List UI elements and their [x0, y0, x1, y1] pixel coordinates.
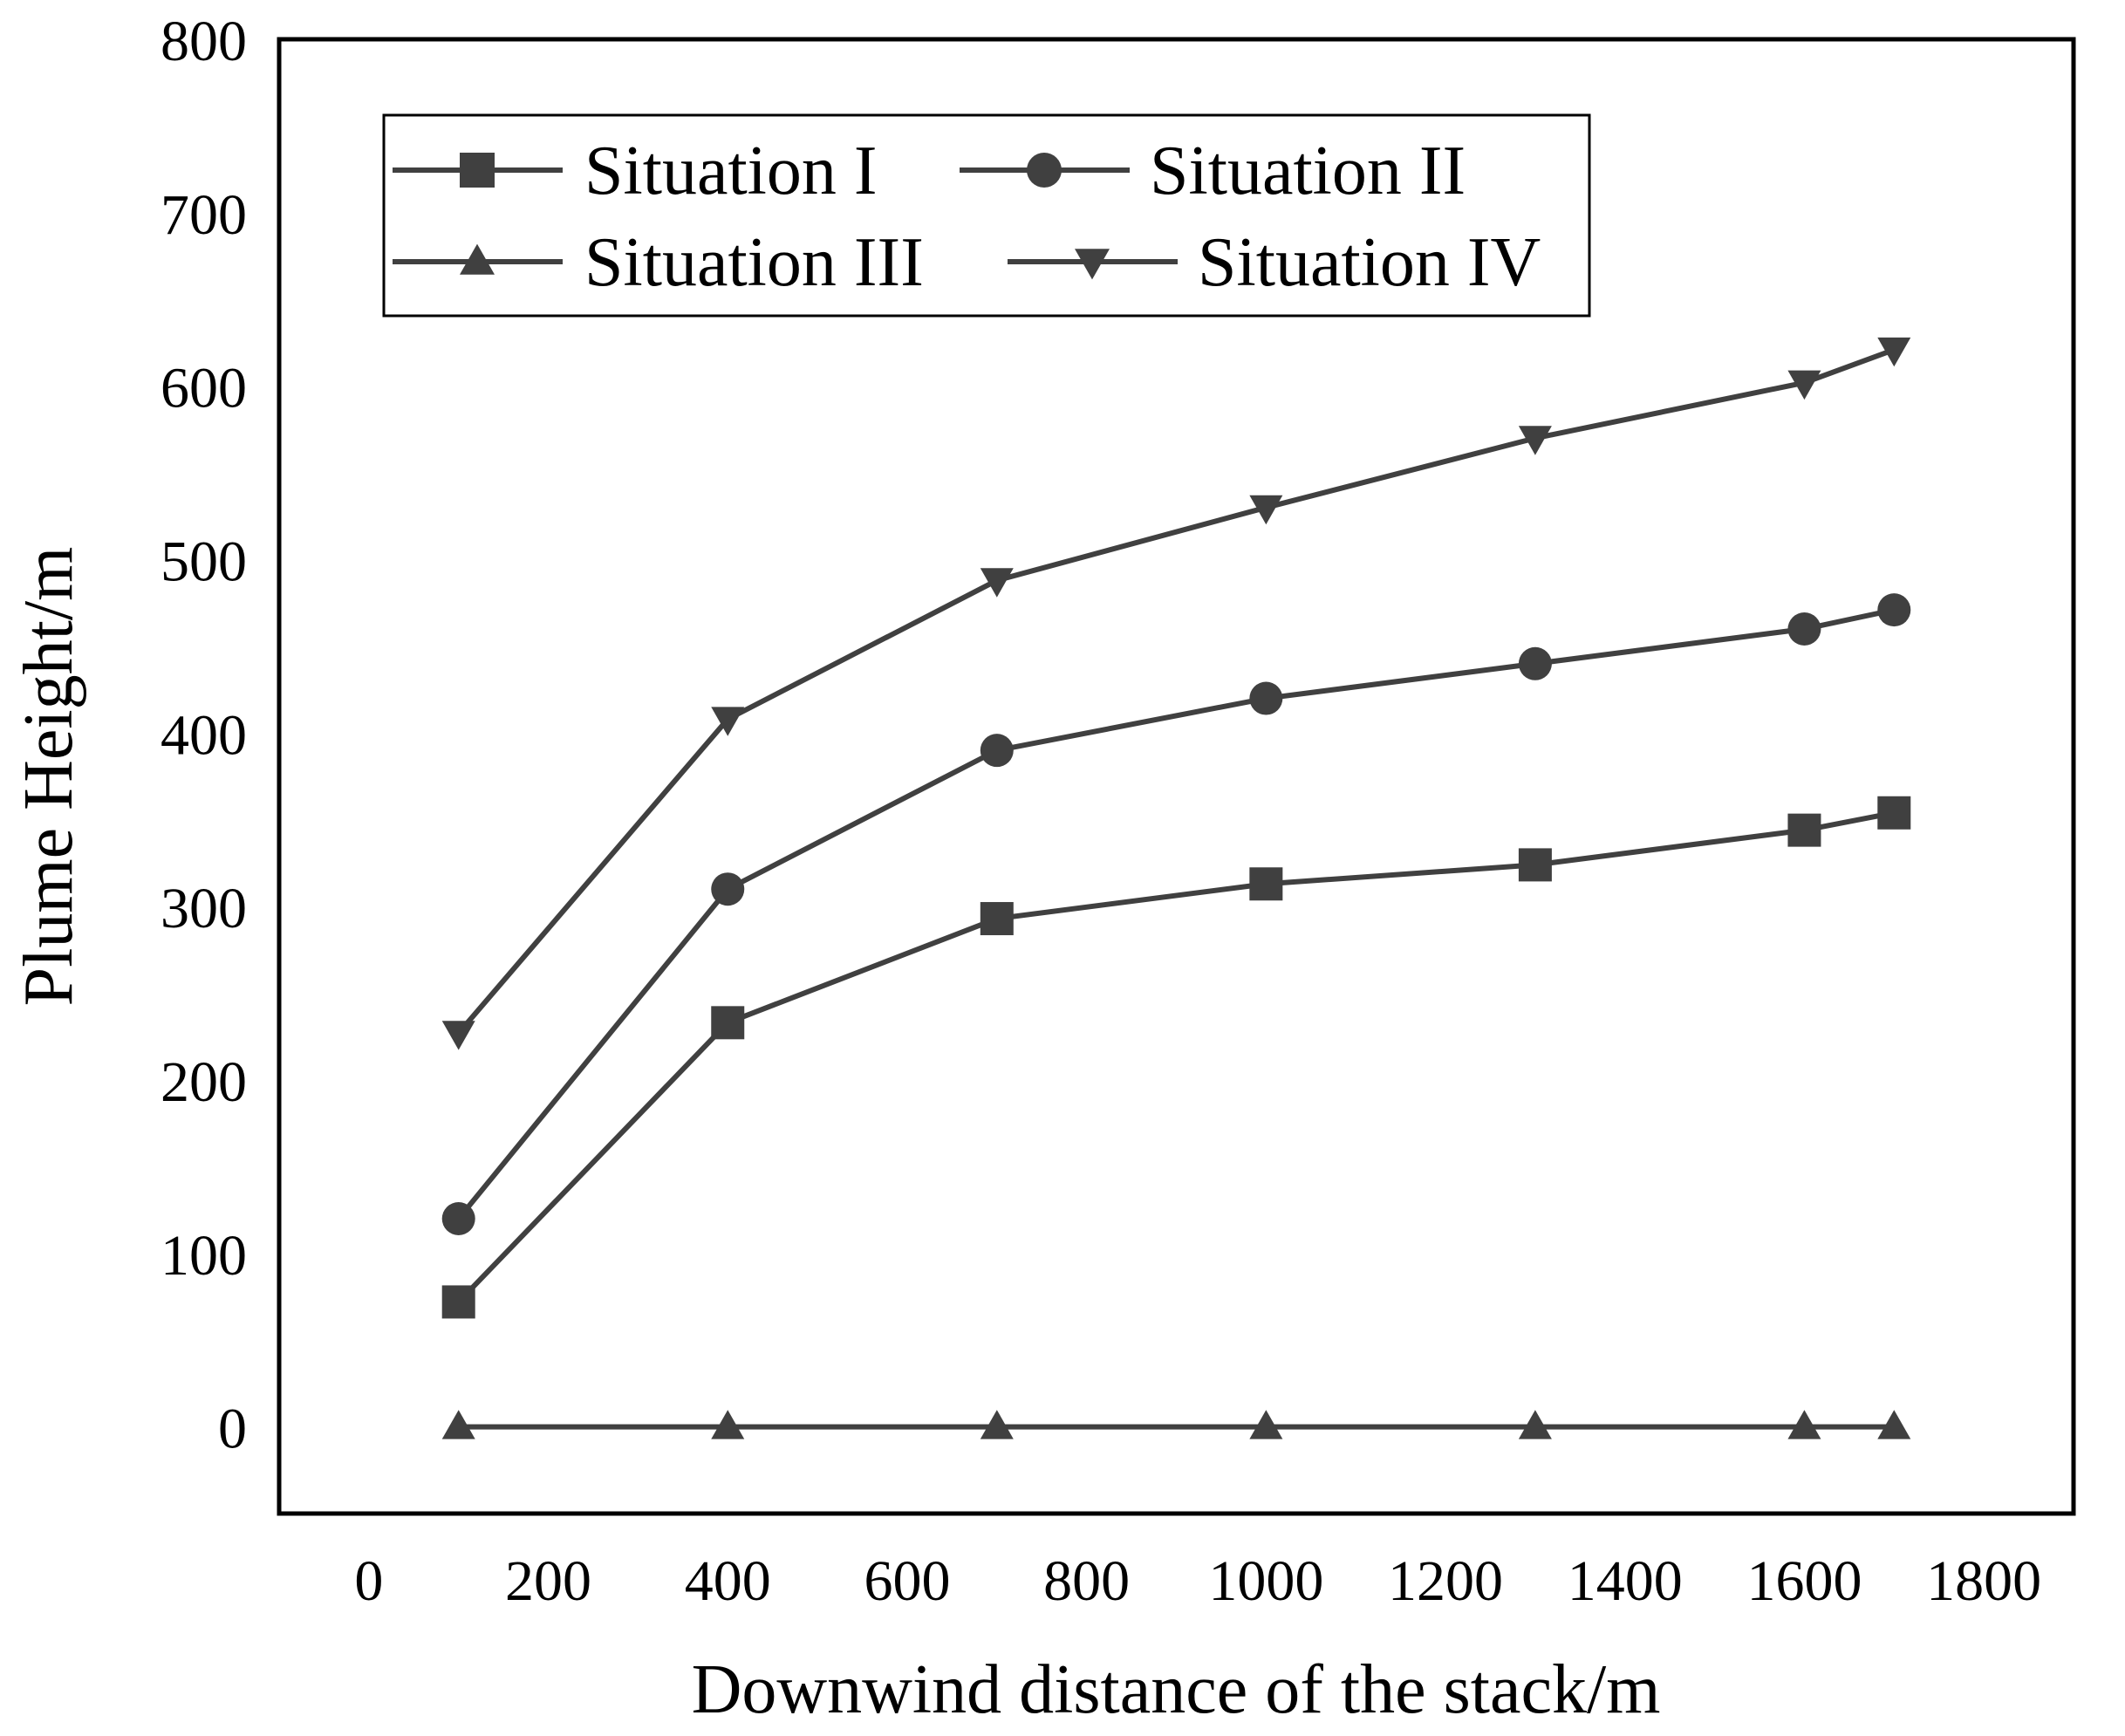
series-3: [441, 1410, 1911, 1439]
data-point: [441, 1202, 475, 1235]
series-line: [456, 347, 1896, 1035]
data-point: [980, 1410, 1014, 1439]
data-point: [1518, 646, 1552, 680]
legend-item: Situation III: [393, 224, 924, 301]
x-tick-label: 1600: [1746, 1549, 1862, 1613]
x-tick-label: 1200: [1388, 1549, 1503, 1613]
data-point: [1787, 612, 1821, 646]
legend-label: Situation III: [584, 224, 924, 301]
data-point: [1249, 1410, 1283, 1439]
data-point: [441, 1410, 475, 1439]
x-axis-label: Downwind distance of the stack/m: [692, 1651, 1661, 1728]
y-tick-label: 700: [161, 183, 247, 247]
data-point: [980, 568, 1014, 598]
series-4: [441, 337, 1911, 1050]
data-point: [441, 1285, 475, 1319]
data-point: [711, 1410, 745, 1439]
x-tick-label: 1000: [1208, 1549, 1323, 1613]
data-point: [1877, 337, 1911, 367]
x-tick-label: 200: [505, 1549, 591, 1613]
data-point: [1249, 681, 1283, 715]
legend-marker: [1075, 249, 1110, 280]
y-tick-label: 500: [161, 530, 247, 593]
data-point: [1787, 813, 1821, 847]
data-point: [711, 707, 745, 736]
legend-label: Situation IV: [1198, 224, 1541, 301]
legend-items: Situation I Situation II Situation III Situ…: [393, 133, 1541, 301]
legend-marker: [460, 153, 495, 188]
series-line: [456, 607, 1895, 1220]
legend-item: Situation I: [393, 133, 878, 209]
legend-marker: [460, 243, 495, 275]
y-tick-label: 800: [161, 10, 247, 73]
data-point: [980, 734, 1014, 768]
x-tick-label: 400: [685, 1549, 771, 1613]
legend-item: Situation II: [960, 133, 1466, 209]
data-point: [1249, 867, 1283, 901]
data-point: [1877, 1410, 1911, 1439]
legend-marker: [1027, 153, 1062, 188]
y-axis-label: Plume Height/m: [10, 547, 87, 1007]
y-tick-label: 400: [161, 703, 247, 767]
series-1: [441, 796, 1911, 1319]
data-point: [1518, 426, 1552, 455]
data-point: [1787, 1410, 1821, 1439]
data-point: [711, 1006, 745, 1040]
legend-label: Situation II: [1150, 133, 1466, 209]
data-point: [980, 902, 1014, 936]
legend-label: Situation I: [584, 133, 878, 209]
y-tick-label: 100: [161, 1224, 247, 1288]
legend-box: [382, 113, 1591, 318]
data-point: [1877, 593, 1911, 627]
data-point: [1877, 796, 1911, 830]
y-tick-label: 600: [161, 357, 247, 420]
y-tick-label: 300: [161, 877, 247, 940]
series-line: [456, 810, 1895, 1304]
data-point: [1518, 848, 1552, 882]
x-tick-label: 600: [864, 1549, 950, 1613]
legend: Situation I Situation II Situation III Situ…: [382, 113, 1591, 318]
x-tick-label: 0: [354, 1549, 383, 1613]
data-point: [1518, 1410, 1552, 1439]
x-tick-label: 800: [1043, 1549, 1130, 1613]
legend-item: Situation IV: [1008, 224, 1541, 301]
data-point: [711, 872, 745, 906]
plot-frame: [277, 37, 2076, 1516]
y-axis-ticks: 0 100 200 300 400 500 600 700 800: [161, 10, 247, 1461]
data-point: [1787, 370, 1821, 400]
y-tick-label: 0: [218, 1398, 247, 1461]
series-layer: [441, 337, 1911, 1439]
data-point: [441, 1021, 475, 1050]
x-tick-label: 1800: [1926, 1549, 2041, 1613]
x-tick-label: 1400: [1568, 1549, 1683, 1613]
series-2: [441, 593, 1911, 1235]
x-axis-ticks: 0 200 400 600 800 1000 1200 1400 1600 1800: [354, 1549, 2041, 1613]
y-tick-label: 200: [161, 1050, 247, 1114]
data-point: [1249, 495, 1283, 525]
